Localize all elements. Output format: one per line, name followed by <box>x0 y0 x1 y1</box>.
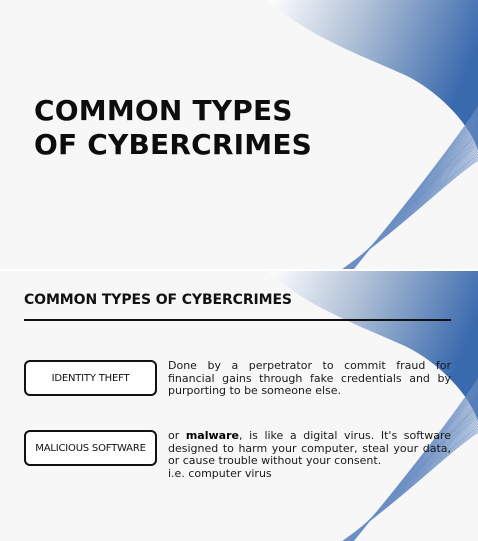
title-underline <box>24 319 451 321</box>
content-slide: COMMON TYPES OF CYBERCRIMES IDENTITY THE… <box>0 271 478 541</box>
decorative-line <box>350 117 478 269</box>
title-slide: COMMON TYPES OF CYBERCRIMES <box>0 0 478 269</box>
decorative-line <box>352 111 478 269</box>
decorative-wave-background <box>268 271 478 541</box>
decorative-wave-background <box>268 0 478 269</box>
slide-title: COMMON TYPES OF CYBERCRIMES <box>34 94 313 161</box>
malicious-software-label: MALICIOUS SOFTWARE <box>24 430 157 466</box>
malware-term: malware <box>185 429 239 442</box>
desc-prefix: or <box>168 429 186 442</box>
malicious-software-description: or malware, is like a digital virus. It'… <box>168 429 451 480</box>
identity-theft-label: IDENTITY THEFT <box>24 360 157 396</box>
decorative-line <box>352 109 478 269</box>
identity-theft-description: Done by a perpetrator to commit fraud fo… <box>168 359 451 397</box>
section-title: COMMON TYPES OF CYBERCRIMES <box>24 292 292 308</box>
decorative-line <box>353 378 478 541</box>
example-text: i.e. computer virus <box>168 466 272 480</box>
desc-rest: , is like a digital virus. It's software… <box>168 429 451 467</box>
decorative-line <box>350 119 478 269</box>
slide-divider <box>0 269 478 271</box>
decorative-line <box>352 108 478 269</box>
decorative-line <box>353 106 478 269</box>
